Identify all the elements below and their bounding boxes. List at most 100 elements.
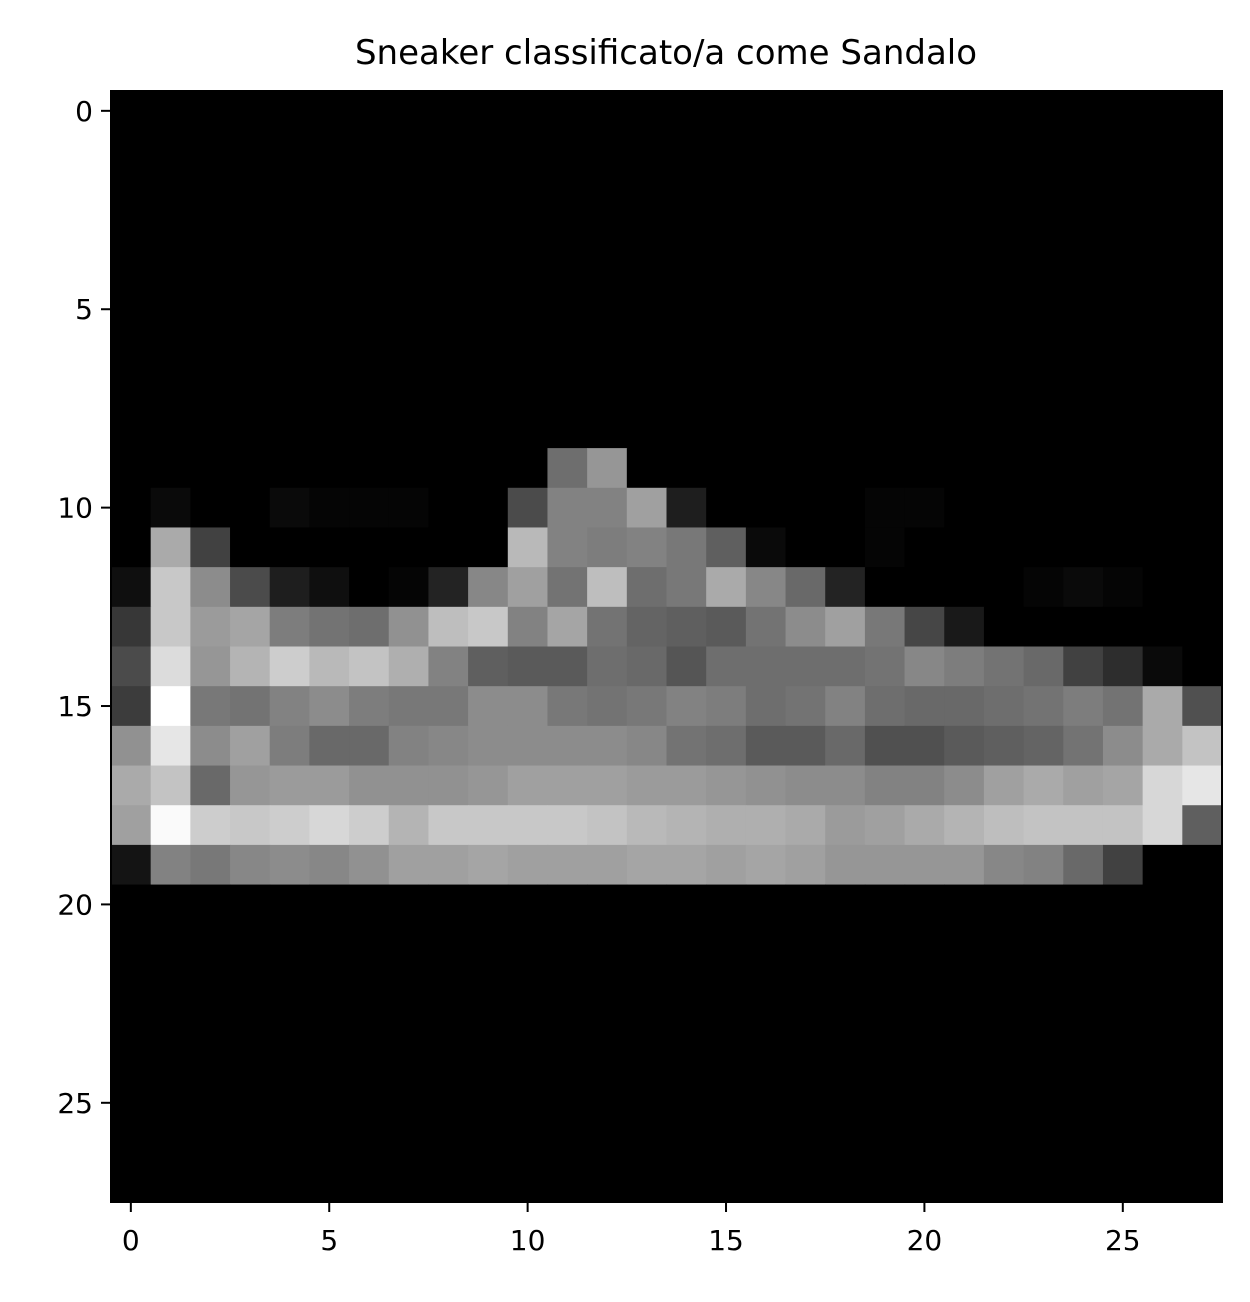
pixel-cell [388, 1122, 430, 1163]
pixel-cell [309, 765, 350, 806]
pixel-cell [269, 963, 310, 1005]
pixel-cell [150, 289, 191, 330]
pixel-cell [150, 924, 191, 965]
pixel-cell [230, 210, 271, 251]
pixel-cell [309, 527, 350, 568]
pixel-cell [309, 646, 350, 687]
pixel-cell [309, 1122, 350, 1163]
pixel-cell [230, 606, 271, 648]
pixel-cell [111, 408, 152, 449]
pixel-cell [587, 448, 628, 489]
pixel-cell [1023, 170, 1064, 211]
pixel-cell [944, 170, 985, 211]
pixel-cell [1142, 368, 1183, 410]
pixel-cell [1063, 329, 1104, 370]
pixel-cell [111, 130, 152, 171]
pixel-cell [230, 289, 271, 330]
plot-frame [110, 90, 1223, 1203]
pixel-cell [507, 368, 549, 410]
pixel-cell [626, 130, 668, 171]
pixel-cell [111, 91, 152, 132]
pixel-cell [349, 1003, 390, 1044]
pixel-cell [190, 1003, 231, 1044]
pixel-cell [864, 170, 906, 211]
pixel-cell [547, 844, 588, 886]
pixel-cell [785, 91, 826, 132]
pixel-cell [349, 368, 390, 410]
pixel-cell [269, 1003, 310, 1044]
pixel-cell [309, 249, 350, 290]
pixel-cell [864, 606, 906, 648]
pixel-cell [864, 884, 906, 925]
pixel-cell [190, 646, 231, 687]
pixel-cell [150, 884, 191, 925]
pixel-cell [388, 487, 430, 529]
pixel-cell [507, 725, 549, 767]
pixel-cell [1182, 170, 1223, 211]
pixel-cell [349, 765, 390, 806]
pixel-cell [269, 368, 310, 410]
pixel-cell [349, 1122, 390, 1163]
pixel-cell [547, 368, 588, 410]
pixel-cell [666, 1162, 707, 1203]
pixel-cell [388, 527, 430, 568]
pixel-cell [388, 329, 430, 370]
pixel-cell [1182, 329, 1223, 370]
pixel-cell [1063, 725, 1104, 767]
pixel-cell [230, 1122, 271, 1163]
pixel-cell [428, 329, 469, 370]
pixel-cell [745, 686, 787, 727]
pixel-cell [983, 725, 1025, 767]
pixel-cell [230, 1082, 271, 1124]
pixel-cell [904, 606, 945, 648]
pixel-cell [626, 210, 668, 251]
pixel-cell [150, 567, 191, 608]
pixel-cell [587, 567, 628, 608]
pixel-cell [666, 170, 707, 211]
pixel-cell [388, 765, 430, 806]
pixel-cell [1182, 844, 1223, 886]
pixel-cell [904, 1122, 945, 1163]
pixel-cell [468, 765, 509, 806]
pixel-cell [587, 884, 628, 925]
pixel-cell [309, 448, 350, 489]
pixel-cell [1063, 448, 1104, 489]
pixel-cell [547, 91, 588, 132]
pixel-cell [587, 91, 628, 132]
pixel-cell [1063, 91, 1104, 132]
pixel-cell [230, 487, 271, 529]
pixel-cell [309, 329, 350, 370]
pixel-cell [230, 1003, 271, 1044]
pixel-cell [309, 91, 350, 132]
pixel-cell [269, 1122, 310, 1163]
pixel-cell [111, 606, 152, 648]
pixel-cell [785, 408, 826, 449]
pixel-cell [349, 527, 390, 568]
pixel-cell [706, 725, 747, 767]
pixel-cell [468, 527, 509, 568]
pixel-cell [150, 329, 191, 370]
pixel-cell [983, 1122, 1025, 1163]
pixel-cell [150, 527, 191, 568]
pixel-cell [904, 1003, 945, 1044]
pixel-cell [904, 170, 945, 211]
pixel-cell [349, 844, 390, 886]
pixel-cell [1102, 527, 1144, 568]
pixel-cell [1063, 1043, 1104, 1084]
pixel-cell [706, 289, 747, 330]
pixel-cell [111, 686, 152, 727]
pixel-cell [388, 289, 430, 330]
pixel-cell [904, 567, 945, 608]
pixel-cell [507, 1043, 549, 1084]
pixel-cell [547, 408, 588, 449]
pixel-cell [547, 924, 588, 965]
pixel-cell [428, 1082, 469, 1124]
pixel-cell [111, 844, 152, 886]
pixel-cell [785, 686, 826, 727]
pixel-cell [904, 448, 945, 489]
pixel-cell [944, 527, 985, 568]
pixel-cell [150, 1082, 191, 1124]
pixel-cell [666, 1043, 707, 1084]
pixel-cell [864, 567, 906, 608]
pixel-cell [1023, 448, 1064, 489]
